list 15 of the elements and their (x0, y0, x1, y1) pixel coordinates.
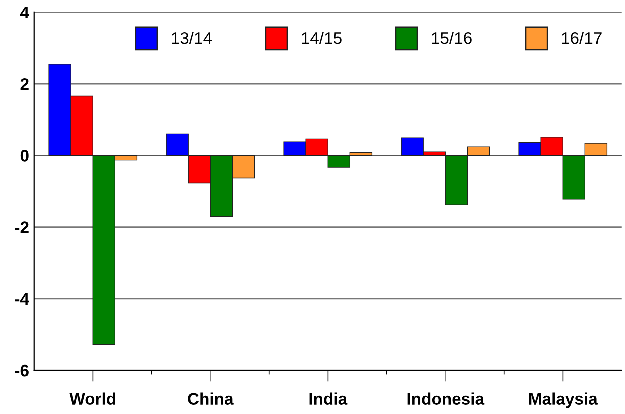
x-tick-label: China (188, 392, 234, 405)
y-tick-label: 0 (20, 150, 29, 162)
y-tick-label: -2 (15, 222, 29, 234)
legend-label: 13/14 (172, 32, 212, 44)
y-tick-label: -4 (15, 293, 30, 305)
x-tick-label: Indonesia (408, 392, 485, 405)
legend-label: 14/15 (302, 32, 342, 44)
legend-label: 16/17 (562, 32, 602, 44)
legend-label: 15/16 (432, 32, 472, 44)
x-tick-label: Malaysia (529, 392, 598, 408)
y-tick-label: 4 (20, 6, 30, 18)
x-tick-label: India (310, 392, 348, 405)
x-tick-label: World (70, 392, 116, 405)
y-tick-label: -6 (15, 364, 29, 377)
y-tick-label: 2 (20, 78, 29, 90)
